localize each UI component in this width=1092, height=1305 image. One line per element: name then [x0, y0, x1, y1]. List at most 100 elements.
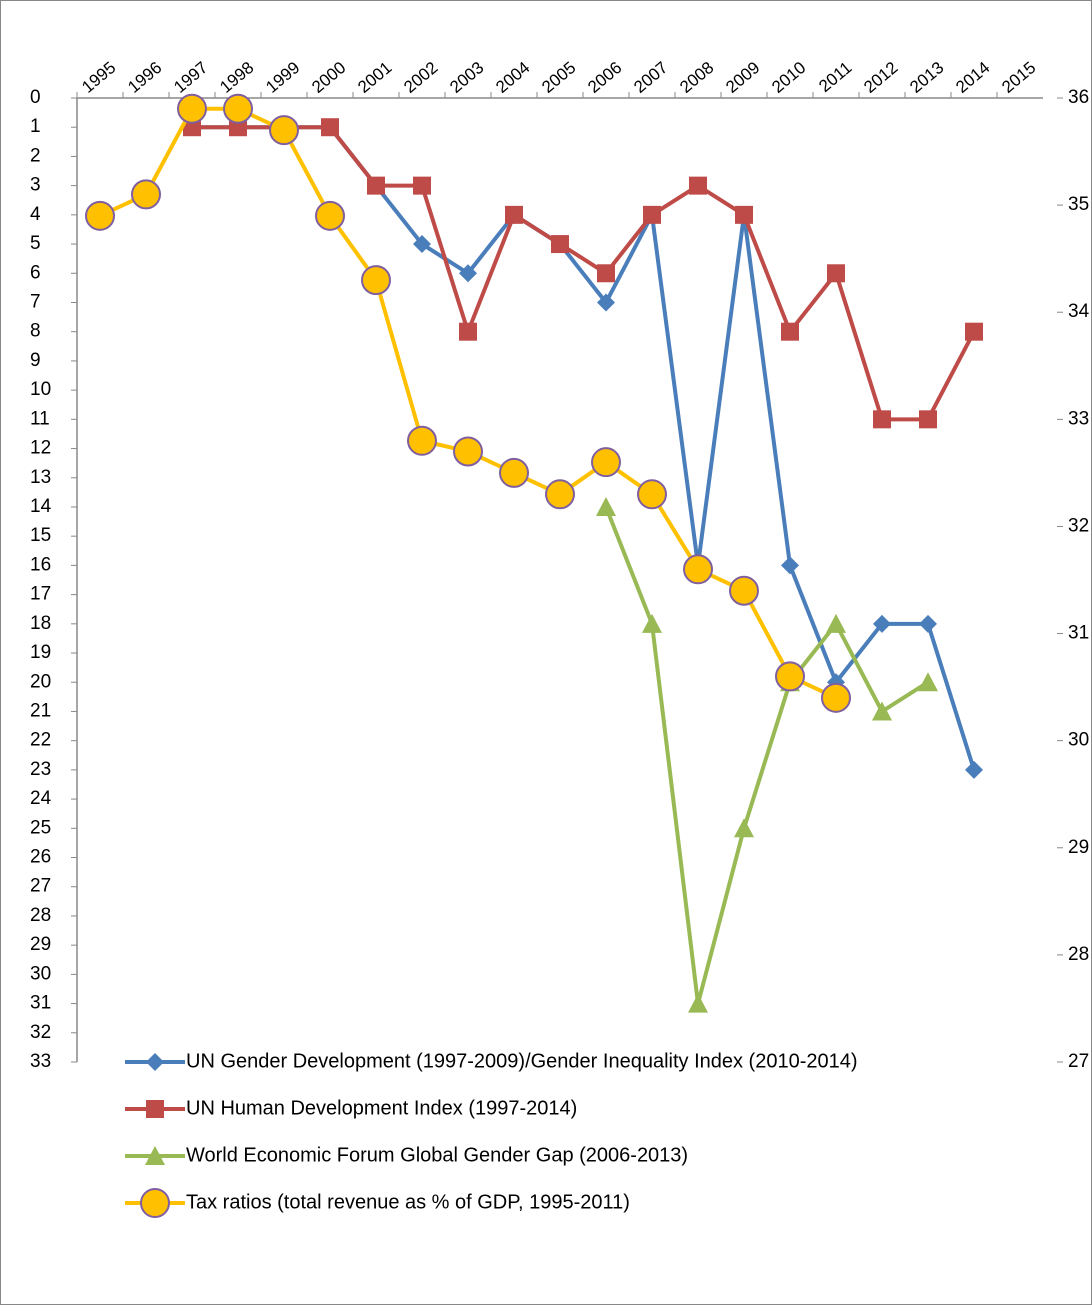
y2-tick-label: 28	[1068, 944, 1089, 965]
y-tick-label: 1	[30, 116, 41, 137]
data-point	[872, 701, 892, 721]
data-point	[683, 554, 713, 585]
data-point	[729, 575, 759, 606]
y-tick-label: 27	[30, 876, 51, 897]
y-tick-label: 21	[30, 700, 51, 721]
data-point	[642, 613, 662, 633]
y-tick-label: 28	[30, 905, 51, 926]
data-point	[413, 176, 431, 195]
legend-marker	[145, 1146, 165, 1165]
y-tick-label: 18	[30, 613, 51, 634]
y2-tick-label: 31	[1068, 623, 1089, 644]
data-point	[919, 614, 937, 633]
data-point	[597, 293, 615, 312]
data-point	[873, 410, 891, 429]
y-tick-label: 17	[30, 584, 51, 605]
y-tick-label: 25	[30, 817, 51, 838]
y2-tick-label: 27	[1068, 1051, 1089, 1072]
data-point	[269, 115, 299, 146]
y2-tick-label: 36	[1068, 87, 1089, 108]
data-point	[781, 322, 799, 341]
y2-tick-label: 32	[1068, 515, 1089, 536]
data-point	[919, 410, 937, 429]
series-line	[604, 506, 930, 1006]
y-tick-label: 32	[30, 1022, 51, 1043]
data-point	[596, 496, 616, 516]
y2-tick-label: 29	[1068, 837, 1089, 858]
data-point	[85, 200, 115, 231]
data-point	[591, 447, 621, 478]
data-point	[223, 93, 253, 124]
y-tick-label: 15	[30, 525, 51, 546]
data-point	[688, 993, 708, 1013]
data-point	[826, 613, 846, 633]
data-point	[637, 479, 667, 510]
legend-marker	[146, 1100, 164, 1118]
data-point	[965, 760, 983, 779]
data-point	[131, 179, 161, 210]
data-point	[453, 436, 483, 467]
legend-marker	[140, 1188, 170, 1218]
data-point	[459, 264, 477, 283]
y-tick-label: 9	[30, 350, 41, 371]
data-point	[545, 479, 575, 510]
legend-label: UN Gender Development (1997-2009)/Gender…	[186, 1050, 858, 1072]
data-point	[775, 661, 805, 692]
y-tick-label: 6	[30, 262, 41, 283]
data-point	[918, 672, 938, 692]
y-tick-label: 13	[30, 467, 51, 488]
y-tick-label: 11	[30, 408, 50, 429]
data-point	[781, 556, 799, 575]
y-tick-label: 26	[30, 847, 51, 868]
y-tick-label: 24	[30, 788, 52, 809]
y-tick-label: 8	[30, 321, 41, 342]
y-tick-label: 31	[30, 993, 51, 1014]
y-tick-label: 12	[30, 438, 51, 459]
data-point	[413, 235, 431, 254]
legend-label: Tax ratios (total revenue as % of GDP, 1…	[186, 1191, 630, 1213]
y-tick-label: 4	[30, 204, 41, 225]
y2-tick-label: 35	[1068, 194, 1089, 215]
y-tick-label: 30	[30, 963, 51, 984]
y2-tick-label: 30	[1068, 730, 1089, 751]
data-point	[827, 264, 845, 283]
y-tick-label: 14	[30, 496, 52, 517]
data-point	[551, 235, 569, 254]
data-point	[499, 457, 529, 488]
y-tick-label: 22	[30, 730, 51, 751]
data-point	[361, 265, 391, 296]
y2-tick-label: 34	[1068, 301, 1090, 322]
y-tick-label: 33	[30, 1051, 51, 1072]
data-point	[735, 205, 753, 224]
legend-label: World Economic Forum Global Gender Gap (…	[186, 1144, 688, 1166]
data-point	[689, 176, 707, 195]
y-tick-label: 23	[30, 759, 51, 780]
legend-label: UN Human Development Index (1997-2014)	[186, 1097, 577, 1119]
y-tick-label: 29	[30, 934, 51, 955]
data-point	[177, 93, 207, 124]
data-point	[459, 322, 477, 341]
y-tick-label: 19	[30, 642, 51, 663]
y-tick-label: 7	[30, 292, 41, 313]
data-point	[321, 118, 339, 137]
y-tick-label: 10	[30, 379, 51, 400]
legend-marker	[146, 1053, 164, 1071]
data-point	[643, 205, 661, 224]
y-tick-label: 16	[30, 554, 51, 575]
data-point	[315, 200, 345, 231]
data-point	[407, 425, 437, 456]
data-point	[734, 818, 754, 838]
y-tick-label: 5	[30, 233, 41, 254]
y-tick-label: 20	[30, 671, 51, 692]
data-point	[505, 205, 523, 224]
data-point	[367, 176, 385, 195]
data-point	[873, 614, 891, 633]
data-point	[821, 682, 851, 713]
data-point	[597, 264, 615, 283]
y2-tick-label: 33	[1068, 408, 1089, 429]
y-tick-label: 0	[30, 87, 41, 108]
data-point	[965, 322, 983, 341]
y-tick-label: 2	[30, 145, 41, 166]
